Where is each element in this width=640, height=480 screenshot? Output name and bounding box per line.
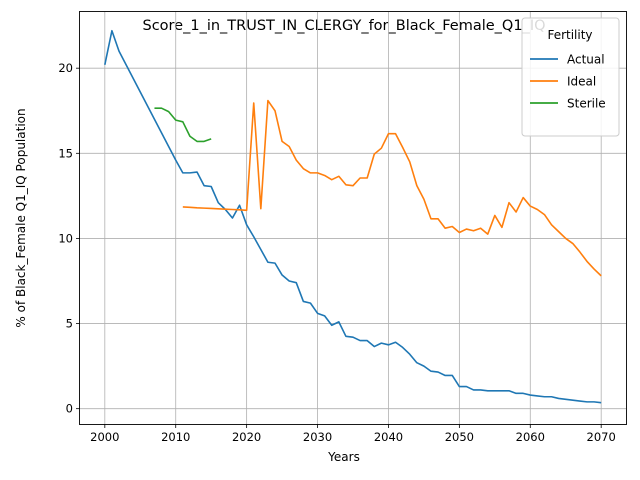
legend-label-actual: Actual — [567, 53, 605, 67]
legend-label-ideal: Ideal — [567, 75, 596, 89]
legend: Fertility Actual Ideal Sterile — [522, 18, 619, 136]
y-tick-label: 20 — [58, 61, 73, 75]
x-axis-label: Years — [327, 450, 360, 464]
y-tick-label: 15 — [58, 146, 73, 160]
x-tick-label: 2040 — [374, 430, 403, 444]
x-tick-label: 2010 — [161, 430, 190, 444]
y-tick-label: 0 — [66, 402, 73, 416]
y-tick-label: 5 — [66, 317, 73, 331]
x-tick-label: 2050 — [445, 430, 474, 444]
x-tick-label: 2020 — [232, 430, 261, 444]
x-tick-label: 2070 — [587, 430, 616, 444]
x-tick-label: 2060 — [516, 430, 545, 444]
legend-title: Fertility — [547, 28, 592, 42]
legend-label-sterile: Sterile — [567, 97, 606, 111]
chart-title: Score_1_in_TRUST_IN_CLERGY_for_Black_Fem… — [142, 18, 545, 34]
y-tick-label: 10 — [58, 231, 73, 245]
x-tick-label: 2000 — [90, 430, 119, 444]
y-axis-label: % of Black_Female Q1_IQ Population — [14, 108, 28, 327]
x-tick-label: 2030 — [303, 430, 332, 444]
